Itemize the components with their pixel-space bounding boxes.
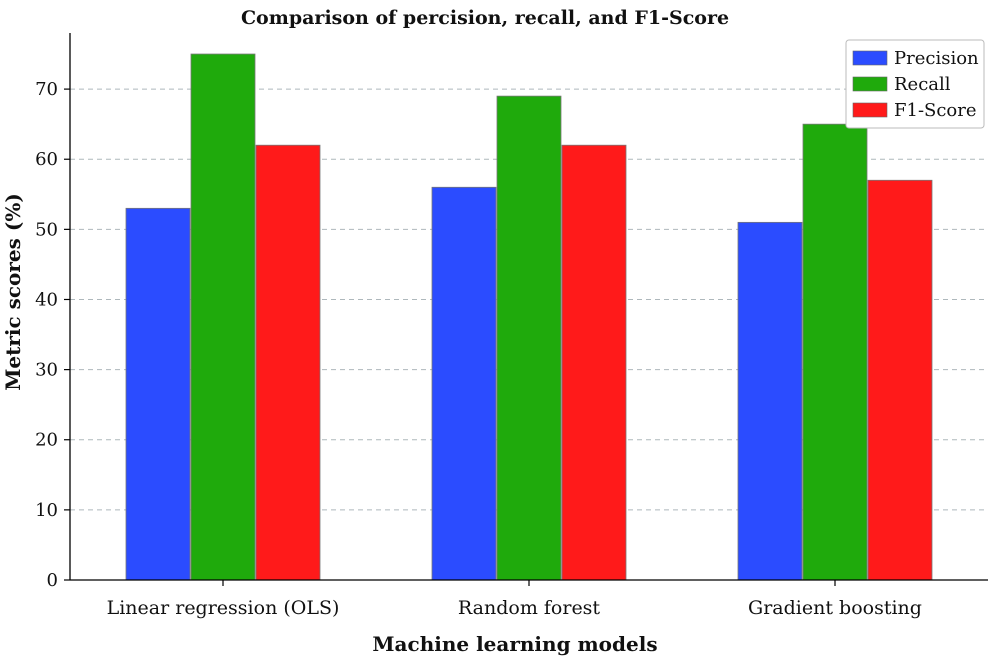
y-tick-label: 0 — [47, 570, 58, 591]
legend-label: Recall — [894, 74, 951, 95]
x-tick-label: Linear regression (OLS) — [107, 597, 340, 619]
x-tick-label: Gradient boosting — [748, 597, 922, 619]
x-tick-label: Random forest — [458, 597, 601, 619]
bar-recall — [802, 123, 868, 581]
legend-swatch — [852, 102, 888, 118]
y-tick-label: 10 — [35, 500, 58, 521]
x-axis-label: Machine learning models — [372, 632, 657, 656]
bar-f1-score — [561, 144, 627, 581]
legend-swatch — [852, 50, 888, 66]
axes: 0 10 20 30 40 50 60 70 Linear regression (OLS) Ra… — [35, 33, 988, 619]
y-tick-label: 50 — [35, 219, 58, 240]
legend-swatch — [852, 76, 888, 92]
y-tick-label: 70 — [35, 79, 58, 100]
bar-f1-score — [255, 144, 321, 581]
y-tick-label: 30 — [35, 360, 58, 381]
bar-recall — [496, 95, 562, 581]
legend-label: F1-Score — [894, 100, 977, 121]
legend-label: Precision — [894, 48, 979, 69]
y-tick-label: 60 — [35, 149, 58, 170]
y-axis-label: Metric scores (%) — [1, 193, 25, 391]
bar-f1-score — [867, 179, 933, 581]
y-tick-label: 20 — [35, 430, 58, 451]
y-tick-label: 40 — [35, 289, 58, 310]
bar-precision — [431, 186, 497, 581]
chart-title: Comparison of percision, recall, and F1-… — [241, 7, 729, 29]
bar-precision — [737, 221, 803, 581]
bar-recall — [190, 53, 256, 581]
bar-precision — [125, 207, 191, 581]
bars — [125, 53, 933, 581]
legend: Precision Recall F1-Score — [845, 39, 985, 129]
